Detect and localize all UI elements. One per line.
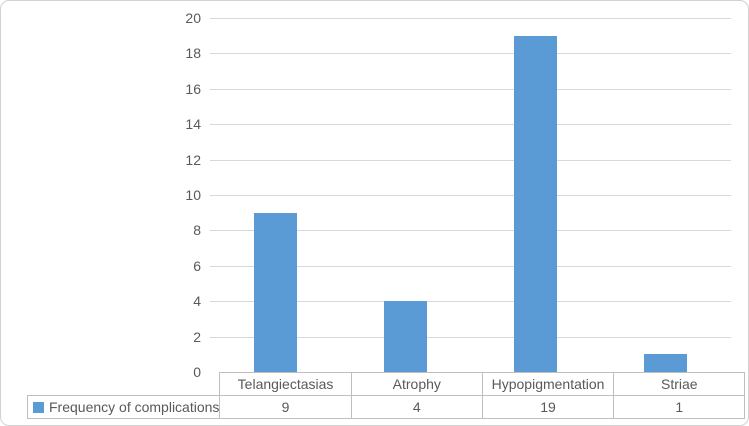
legend-series-swatch-icon [33,402,44,413]
value-cell: 19 [481,395,615,419]
gridline [210,195,731,196]
gridline [210,53,731,55]
category-header-cell: Hypopigmentation [481,372,615,396]
category-header-cell: Telangiectasias [219,372,352,396]
category-header-cell: Striae [613,372,746,396]
bar-telangiectasias [253,212,297,372]
chart-data-table: Telangiectasias Atrophy Hypopigmentation St… [26,372,746,419]
y-axis-tick-label: 2 [193,328,201,345]
legend-cell: Frequency of complications [26,395,221,419]
y-axis-tick-label: 16 [185,80,201,97]
value-cell: 4 [350,395,483,419]
legend-series-label: Frequency of complications [49,399,220,415]
category-header-cell: Atrophy [350,372,483,396]
y-axis-tick-label: 6 [193,257,201,274]
y-axis-tick-label: 4 [193,293,201,310]
y-axis-tick-label: 18 [185,45,201,62]
y-axis: 0 2 4 6 8 10 12 14 16 18 20 [1,1,201,425]
gridline [210,336,731,338]
gridline [210,265,731,267]
y-axis-tick-label: 8 [193,222,201,239]
gridline [210,230,731,232]
plot-area [210,18,731,372]
gridline [210,88,731,90]
y-axis-tick-label: 14 [185,116,201,133]
bar-hypopigmentation [514,35,558,372]
gridline [210,124,731,126]
value-cell: 9 [219,395,352,419]
gridline [210,159,731,161]
y-axis-tick-label: 12 [185,151,201,168]
value-cell: 1 [613,395,746,419]
table-corner-cell [28,373,220,396]
y-axis-tick-label: 10 [185,187,201,203]
bar-striae [644,354,688,372]
gridline [210,301,731,303]
gridline [210,18,731,19]
y-axis-tick-label: 20 [185,10,201,26]
y-axis-tick-label: 0 [193,364,201,380]
bar-atrophy [383,301,427,372]
